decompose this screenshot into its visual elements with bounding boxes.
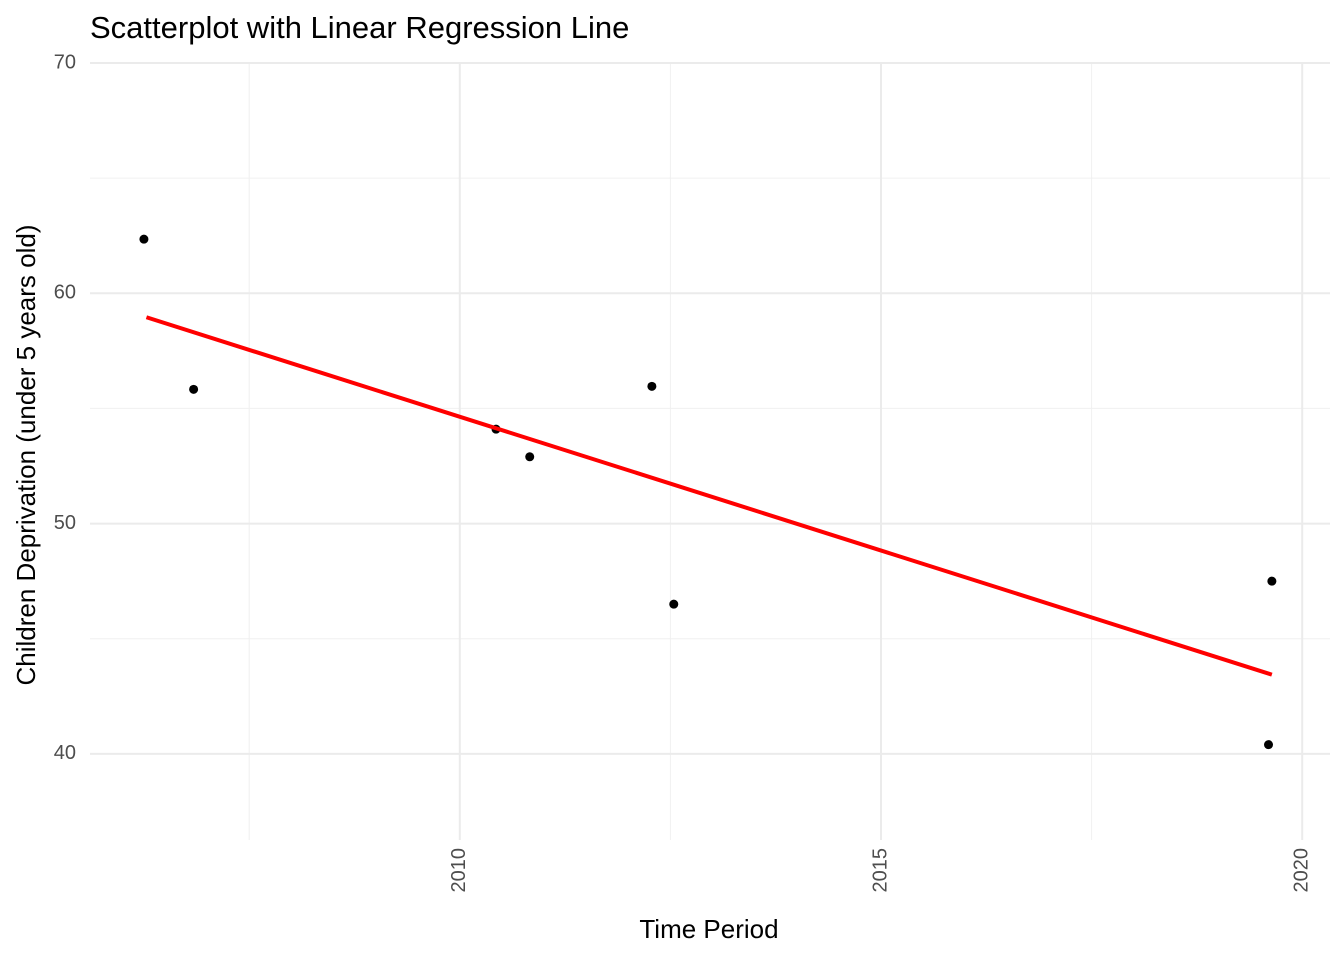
x-axis-title: Time Period — [639, 914, 778, 944]
x-tick-label: 2020 — [1290, 848, 1312, 893]
point — [669, 599, 679, 609]
y-tick-label: 60 — [54, 282, 76, 304]
y-tick-label: 40 — [54, 742, 76, 764]
x-tick-label: 2015 — [869, 848, 891, 893]
x-tick-label: 2010 — [448, 848, 470, 893]
y-tick-label: 70 — [54, 51, 76, 73]
point — [1264, 740, 1274, 750]
y-axis-title: Children Deprivation (under 5 years old) — [11, 224, 41, 685]
point — [1267, 576, 1277, 586]
y-tick-label: 50 — [54, 512, 76, 534]
chart-title: Scatterplot with Linear Regression Line — [90, 10, 629, 45]
point — [525, 452, 535, 462]
point — [189, 384, 199, 394]
point — [647, 381, 657, 391]
point — [139, 234, 149, 244]
regression-line — [145, 315, 1273, 677]
